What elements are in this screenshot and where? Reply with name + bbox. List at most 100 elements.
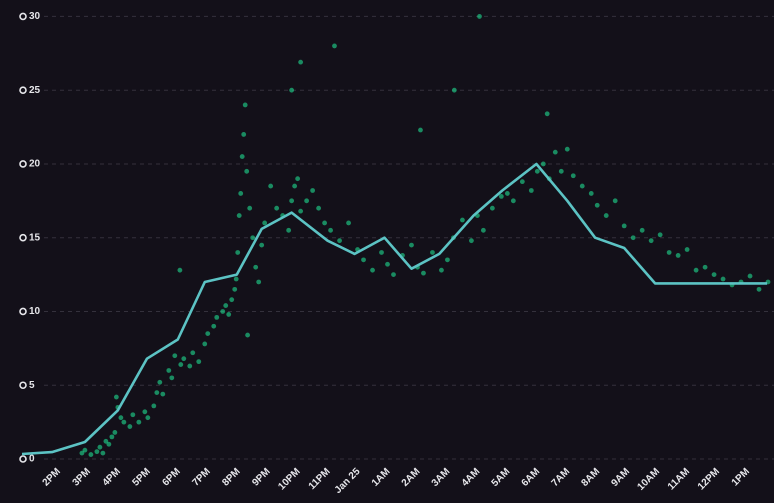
x-tick-label: 1PM [730, 466, 752, 488]
scatter-point [747, 273, 753, 279]
y-tick-label: 15 [29, 232, 41, 243]
scatter-point [570, 173, 576, 179]
scatter-point [235, 250, 241, 255]
scatter-point [361, 257, 366, 263]
x-tick-label: 1AM [370, 466, 393, 489]
scatter-point [430, 250, 435, 255]
scatter-point [97, 444, 103, 450]
x-tick-label: 12PM [696, 466, 722, 492]
scatter-point [510, 198, 516, 204]
scatter-point [121, 419, 127, 425]
scatter-point [693, 267, 699, 273]
scatter-point [286, 227, 292, 233]
scatter-point [187, 363, 193, 369]
scatter-point [127, 424, 133, 429]
scatter-point [166, 368, 172, 373]
scatter-point [106, 441, 112, 447]
scatter-point [558, 168, 564, 174]
x-tick-label: 4AM [460, 466, 483, 489]
scatter-point [498, 194, 504, 199]
y-tick-label: 5 [29, 380, 35, 391]
x-tick-label: 4PM [101, 466, 123, 488]
scatter-point [540, 161, 546, 167]
scatter-point [220, 309, 226, 314]
scatter-point [274, 205, 280, 211]
scatter-point [160, 391, 166, 397]
scatter-point [82, 447, 88, 453]
currency-icon [19, 12, 27, 21]
scatter-point [385, 261, 390, 267]
currency-icon [19, 233, 27, 242]
scatter-point [202, 341, 208, 347]
scatter-point [289, 87, 295, 93]
scatter-point [245, 332, 250, 338]
scatter-point [112, 430, 118, 435]
scatter-point [79, 450, 85, 456]
scatter-point [233, 276, 239, 282]
scatter-point [244, 168, 250, 174]
currency-icon [19, 455, 27, 463]
scatter-point [460, 217, 465, 223]
x-tick-label: 3AM [430, 466, 453, 489]
x-tick-label: 10PM [276, 466, 302, 492]
scatter-point [379, 250, 384, 255]
scatter-point [226, 312, 232, 317]
scatter-point [720, 276, 726, 282]
scatter-point [391, 272, 396, 277]
scatter-point [702, 264, 708, 270]
scatter-point [247, 205, 253, 211]
scatter-point [552, 149, 558, 155]
x-tick-label: 7PM [190, 466, 212, 488]
y-tick-label: 10 [29, 306, 41, 317]
scatter-point [238, 191, 244, 196]
scatter-point [439, 267, 444, 273]
scatter-point [328, 227, 333, 233]
scatter-point [103, 438, 109, 444]
line [21, 162, 768, 456]
scatter-point [675, 253, 681, 258]
scatter-point [253, 264, 259, 270]
scatter-point [639, 227, 645, 233]
scatter-point [169, 375, 175, 381]
x-tick-label: 2PM [41, 466, 63, 488]
scatter-point [241, 132, 247, 137]
scatter-point [154, 390, 160, 396]
scatter-point [310, 188, 316, 193]
scatter-point [236, 213, 242, 218]
scatter-point [588, 191, 594, 196]
scatter-point [178, 362, 184, 367]
currency-icon [19, 381, 27, 390]
scatter-point [94, 449, 100, 455]
scatter-point [298, 59, 304, 65]
scatter-point [157, 379, 163, 385]
x-tick-label: 8AM [580, 466, 603, 489]
scatter-point [621, 223, 627, 229]
scatter-point [322, 220, 327, 226]
scatter-point [648, 238, 654, 244]
scatter-point [229, 297, 235, 303]
scatter-point [451, 87, 457, 93]
scatter-point [564, 146, 570, 152]
x-tick-label: 11AM [666, 466, 692, 492]
scatter-point [421, 270, 426, 276]
scatter-point [256, 279, 262, 285]
scatter-point [528, 188, 534, 193]
x-tick-label: 5AM [490, 466, 513, 489]
scatter-point [370, 267, 375, 273]
y-tick-label: 20 [29, 159, 41, 170]
scatter-point [118, 415, 124, 421]
x-tick-label: 9PM [250, 466, 272, 488]
scatter-point [242, 102, 248, 108]
scatter-point [519, 179, 525, 185]
currency-icon [19, 160, 27, 168]
currency-icon [19, 86, 27, 94]
scatter-point [88, 452, 94, 457]
scatter-point [409, 242, 414, 248]
scatter-point [223, 303, 229, 308]
x-tick-label: 5PM [131, 466, 153, 488]
scatter-point [292, 183, 298, 189]
scatter-point [489, 205, 495, 211]
scatter-point [657, 232, 663, 238]
scatter-point [711, 272, 717, 277]
